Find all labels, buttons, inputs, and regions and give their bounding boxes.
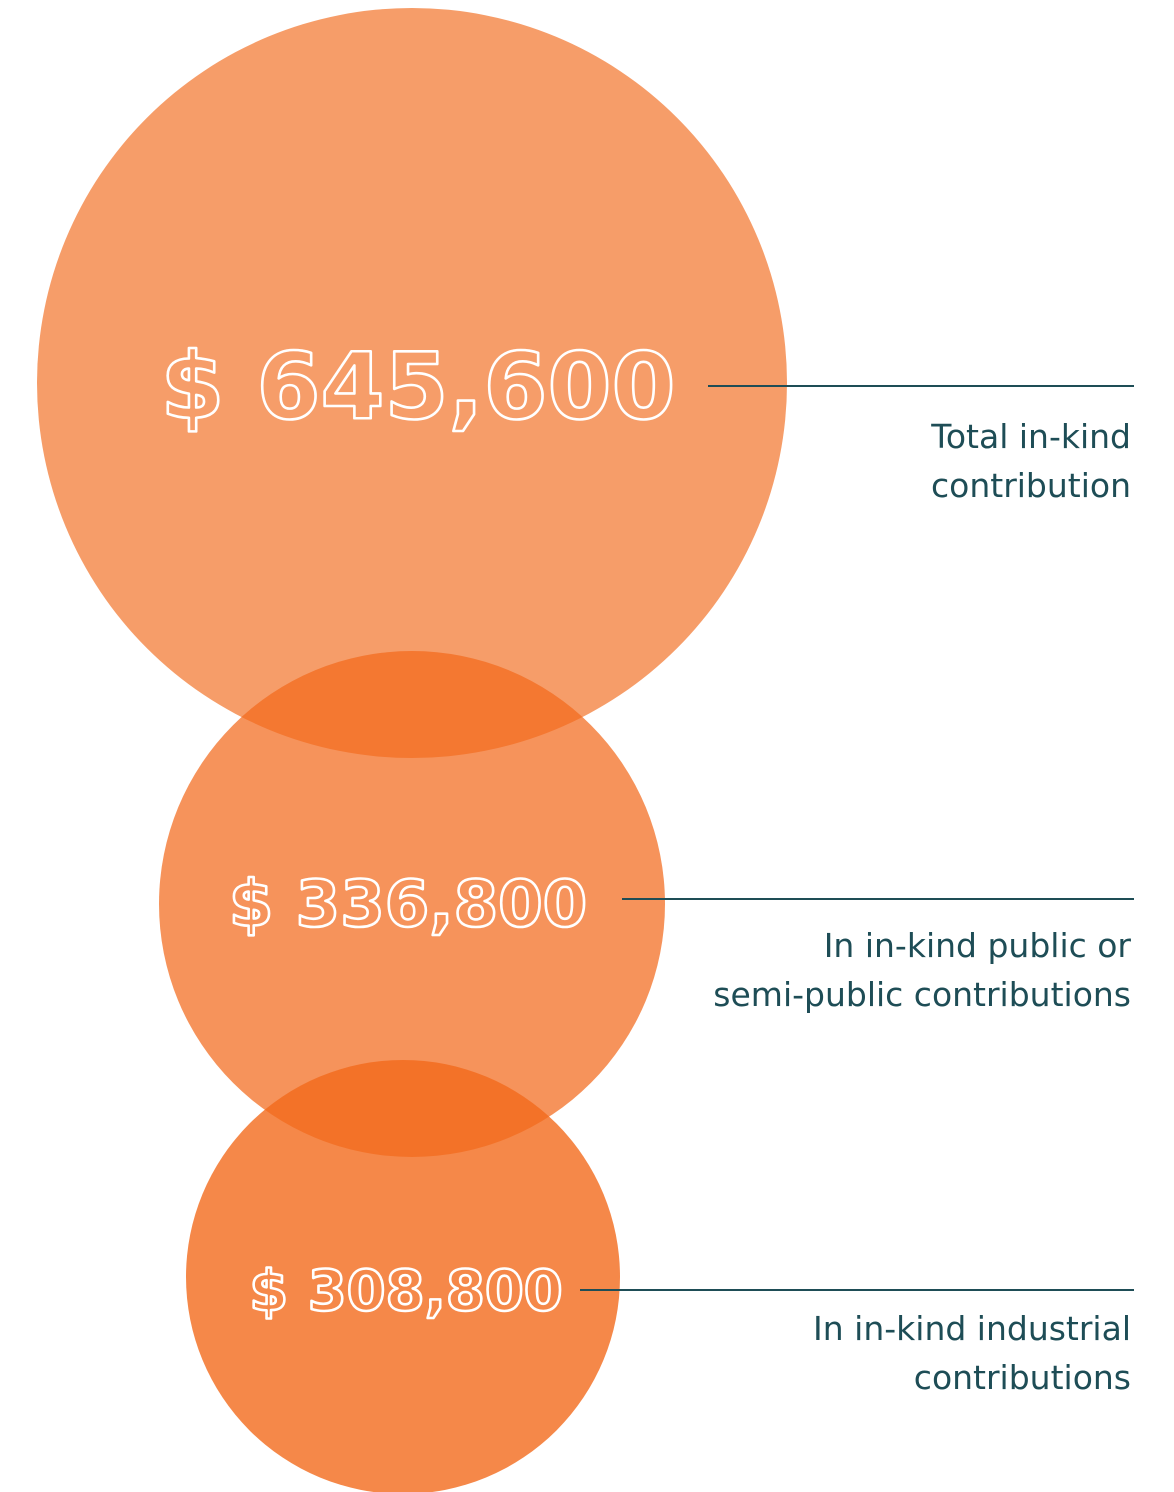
bubble-1 <box>37 8 787 758</box>
category-label-2-line-2: semi-public contributions <box>713 975 1131 1014</box>
category-label-1-line-1: Total in-kind <box>930 417 1131 456</box>
value-labels: $ 645,600 $ 336,800 $ 308,800 <box>159 332 677 1326</box>
category-label-2: In in-kind public or semi-public contribu… <box>713 926 1131 1014</box>
leader-lines <box>580 385 1134 1291</box>
category-label-1-line-2: contribution <box>931 466 1131 505</box>
category-label-3-line-1: In in-kind industrial <box>813 1309 1131 1348</box>
value-label-2: $ 336,800 <box>229 868 587 942</box>
value-label-1: $ 645,600 <box>160 333 675 440</box>
category-label-3-line-2: contributions <box>914 1358 1131 1397</box>
bubble-3 <box>186 1060 620 1492</box>
category-labels: Total in-kind contribution In in-kind publ… <box>713 417 1131 1397</box>
bubble-2 <box>159 651 665 1157</box>
value-label-3: $ 308,800 <box>249 1259 563 1324</box>
category-label-3: In in-kind industrial contributions <box>813 1309 1131 1397</box>
category-label-2-line-1: In in-kind public or <box>824 926 1132 965</box>
category-label-1: Total in-kind contribution <box>930 417 1131 505</box>
bubbles <box>37 8 787 1492</box>
